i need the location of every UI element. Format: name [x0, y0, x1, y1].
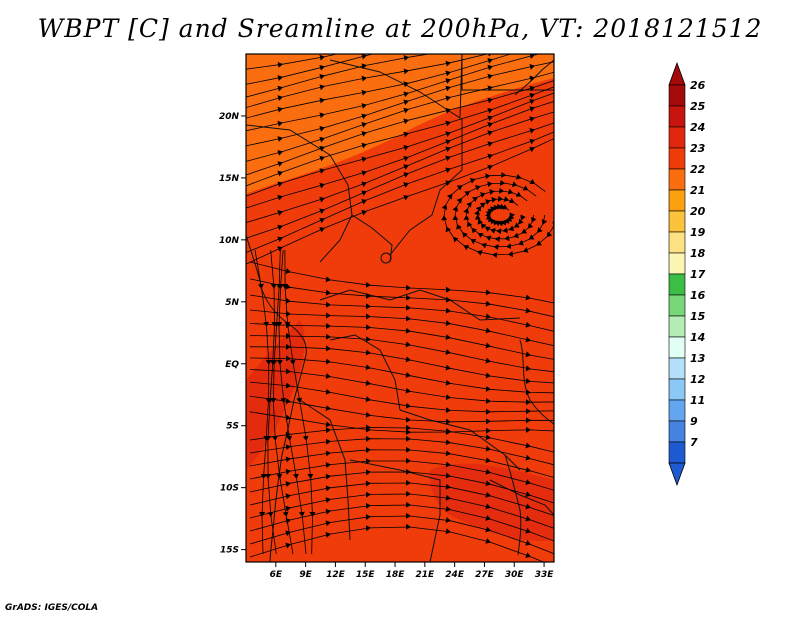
lat-tick-label: 10S	[220, 484, 239, 494]
grads-credit: GrADS: IGES/COLA	[5, 603, 99, 613]
lat-tick-label: 20N	[219, 112, 240, 122]
lat-tick-label: 10N	[219, 236, 240, 246]
colorbar-swatch	[668, 231, 686, 254]
colorbar-label: 16	[690, 289, 706, 302]
colorbar-label: 21	[690, 184, 705, 197]
lat-tick-label: 15S	[220, 546, 239, 556]
colorbar-swatch	[668, 420, 686, 443]
lon-tick-label: 27E	[475, 570, 495, 580]
colorbar-swatch	[668, 357, 686, 380]
streamline	[281, 249, 316, 555]
colorbar-label: 24	[690, 121, 705, 134]
streamlines	[246, 54, 554, 562]
colorbar-label: 18	[690, 247, 706, 260]
streamline	[441, 171, 554, 259]
colorbar-swatch	[668, 336, 686, 359]
colorbar-label: 20	[690, 205, 706, 218]
plot-frame	[245, 53, 555, 563]
map-title: WBPT [C] and Sreamline at 200hPa, VT: 20…	[37, 14, 763, 43]
colorbar-swatch	[668, 126, 686, 149]
lon-tick-label: 6E	[270, 570, 283, 580]
colorbar-swatch	[668, 441, 686, 464]
lon-tick-label: 33E	[535, 570, 555, 580]
colorbar-swatch	[668, 84, 686, 107]
colorbar-label: 25	[690, 100, 706, 113]
colorbar-label: 11	[690, 394, 705, 407]
lat-tick-label: 5S	[226, 422, 239, 432]
colorbar-swatch	[668, 210, 686, 233]
colorbar-swatch	[668, 189, 686, 212]
colorbar-label: 13	[690, 352, 706, 365]
longitude-axis: 6E 9E 12E 15E 18E 21E 24E 27E 30E 33E	[270, 562, 555, 580]
colorbar: 26 25 24 23 22 21 20 19 18 17 16 15 14 13 12 11 9 7	[668, 61, 706, 487]
colorbar-label: 19	[690, 226, 706, 239]
colorbar-label: 22	[690, 163, 706, 176]
lat-tick-label: 5N	[225, 298, 239, 308]
lon-tick-label: 24E	[445, 570, 465, 580]
colorbar-swatch	[668, 147, 686, 170]
lon-tick-label: 18E	[386, 570, 406, 580]
lon-tick-label: 9E	[299, 570, 312, 580]
lon-tick-label: 21E	[415, 570, 435, 580]
colorbar-label: 26	[690, 79, 706, 92]
colorbar-label: 15	[690, 310, 706, 323]
colorbar-top-arrow	[668, 61, 686, 86]
colorbar-swatch	[668, 105, 686, 128]
colorbar-swatch	[668, 294, 686, 317]
colorbar-label: 23	[690, 142, 706, 155]
lon-tick-label: 15E	[356, 570, 376, 580]
colorbar-swatch	[668, 378, 686, 401]
colorbar-bottom-arrow	[668, 462, 686, 487]
lat-tick-label: 15N	[219, 174, 240, 184]
latitude-axis: 20N 15N 10N 5N EQ 5S 10S 15S	[219, 112, 246, 556]
lat-tick-label: EQ	[225, 360, 239, 370]
colorbar-swatch	[668, 168, 686, 191]
lon-tick-label: 30E	[505, 570, 525, 580]
plot-area	[245, 53, 555, 563]
lon-tick-label: 12E	[326, 570, 346, 580]
colorbar-swatch	[668, 399, 686, 422]
streamline	[249, 523, 545, 562]
colorbar-label: 17	[690, 268, 706, 281]
streamline	[246, 138, 554, 265]
colorbar-label: 14	[690, 331, 705, 344]
colorbar-label: 12	[690, 373, 706, 386]
colorbar-label: 9	[690, 415, 698, 428]
colorbar-swatch	[668, 273, 686, 296]
colorbar-swatch	[668, 252, 686, 275]
colorbar-label: 7	[690, 436, 698, 449]
colorbar-swatch	[668, 315, 686, 338]
